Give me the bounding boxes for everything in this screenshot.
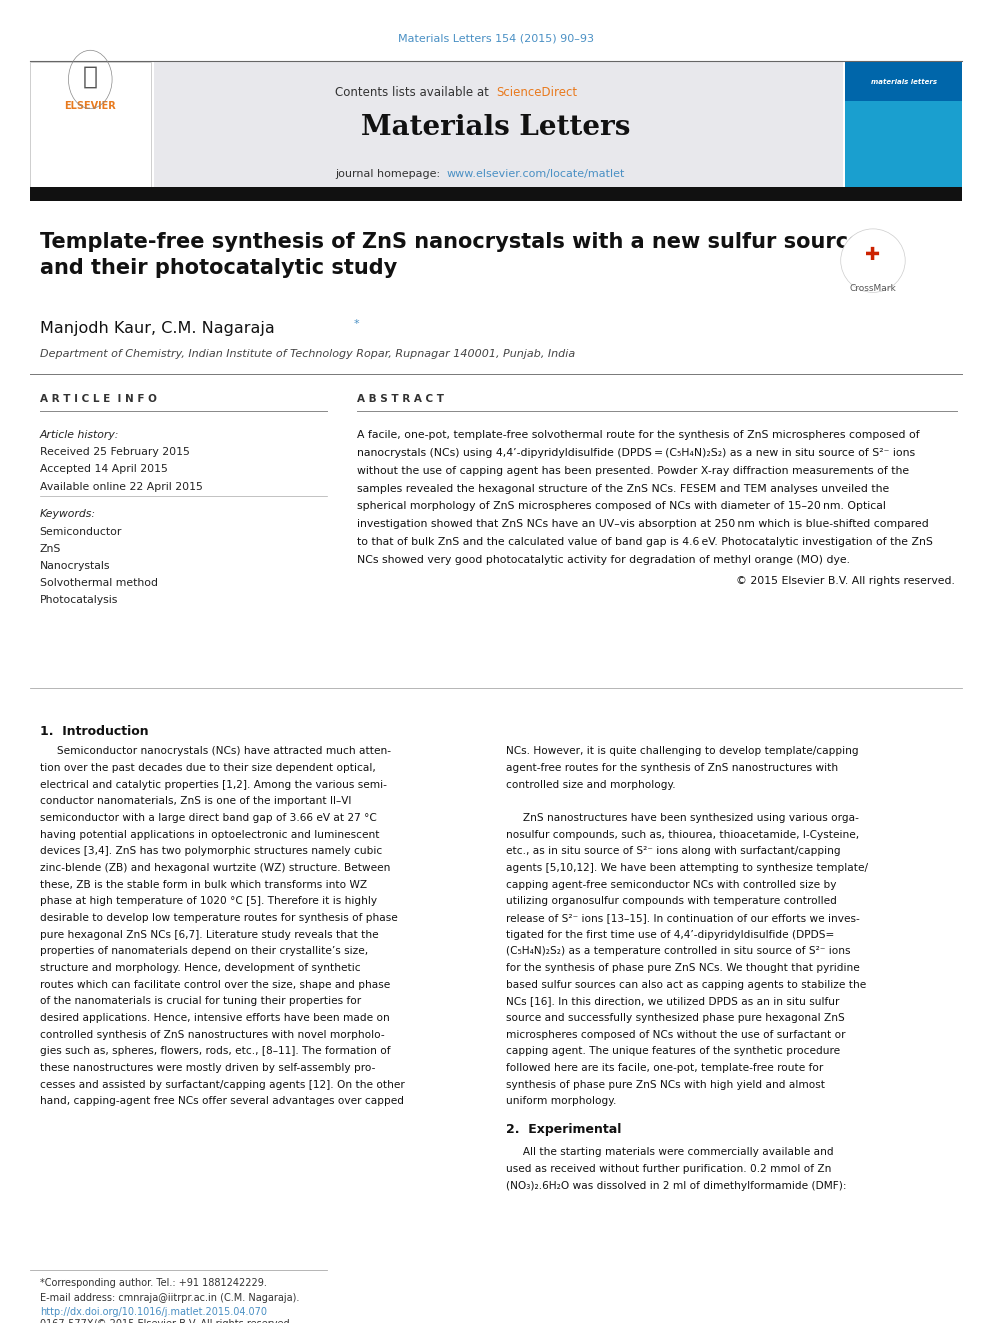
Text: these nanostructures were mostly driven by self-assembly pro-: these nanostructures were mostly driven … <box>40 1062 375 1073</box>
Text: samples revealed the hexagonal structure of the ZnS NCs. FESEM and TEM analyses : samples revealed the hexagonal structure… <box>357 484 890 493</box>
Text: (NO₃)₂.6H₂O was dissolved in 2 ml of dimethylformamide (DMF):: (NO₃)₂.6H₂O was dissolved in 2 ml of dim… <box>506 1180 846 1191</box>
Text: NCs. However, it is quite challenging to develop template/capping: NCs. However, it is quite challenging to… <box>506 746 858 757</box>
Text: materials letters: materials letters <box>871 79 936 86</box>
FancyBboxPatch shape <box>845 62 962 101</box>
Text: desired applications. Hence, intensive efforts have been made on: desired applications. Hence, intensive e… <box>40 1013 390 1023</box>
Text: ✚: ✚ <box>865 246 881 265</box>
Text: phase at high temperature of 1020 °C [5]. Therefore it is highly: phase at high temperature of 1020 °C [5]… <box>40 896 377 906</box>
Text: www.elsevier.com/locate/matlet: www.elsevier.com/locate/matlet <box>446 169 625 180</box>
Text: desirable to develop low temperature routes for synthesis of phase: desirable to develop low temperature rou… <box>40 913 398 923</box>
Text: agent-free routes for the synthesis of ZnS nanostructures with: agent-free routes for the synthesis of Z… <box>506 763 838 773</box>
Text: All the starting materials were commercially available and: All the starting materials were commerci… <box>506 1147 833 1158</box>
Text: Template-free synthesis of ZnS nanocrystals with a new sulfur source
and their p: Template-free synthesis of ZnS nanocryst… <box>40 232 862 278</box>
Text: these, ZB is the stable form in bulk which transforms into WZ: these, ZB is the stable form in bulk whi… <box>40 880 367 889</box>
Text: tigated for the first time use of 4,4’-dipyridyldisulfide (DPDS=: tigated for the first time use of 4,4’-d… <box>506 930 834 939</box>
Text: controlled size and morphology.: controlled size and morphology. <box>506 779 676 790</box>
Text: routes which can facilitate control over the size, shape and phase: routes which can facilitate control over… <box>40 979 390 990</box>
Text: source and successfully synthesized phase pure hexagonal ZnS: source and successfully synthesized phas… <box>506 1013 844 1023</box>
Text: Solvothermal method: Solvothermal method <box>40 578 158 589</box>
FancyBboxPatch shape <box>845 62 962 196</box>
Text: spherical morphology of ZnS microspheres composed of NCs with diameter of 15–20 : spherical morphology of ZnS microspheres… <box>357 501 886 512</box>
Text: conductor nanomaterials, ZnS is one of the important II–VI: conductor nanomaterials, ZnS is one of t… <box>40 796 351 806</box>
Text: journal homepage:: journal homepage: <box>334 169 443 180</box>
Text: zinc-blende (ZB) and hexagonal wurtzite (WZ) structure. Between: zinc-blende (ZB) and hexagonal wurtzite … <box>40 863 390 873</box>
Text: cesses and assisted by surfactant/capping agents [12]. On the other: cesses and assisted by surfactant/cappin… <box>40 1080 405 1090</box>
Text: tion over the past decades due to their size dependent optical,: tion over the past decades due to their … <box>40 763 375 773</box>
Text: Semiconductor: Semiconductor <box>40 527 122 537</box>
Text: based sulfur sources can also act as capping agents to stabilize the: based sulfur sources can also act as cap… <box>506 979 866 990</box>
Text: ELSEVIER: ELSEVIER <box>64 101 116 111</box>
FancyBboxPatch shape <box>30 62 151 196</box>
Text: release of S²⁻ ions [13–15]. In continuation of our efforts we inves-: release of S²⁻ ions [13–15]. In continua… <box>506 913 860 923</box>
Text: of the nanomaterials is crucial for tuning their properties for: of the nanomaterials is crucial for tuni… <box>40 996 361 1007</box>
Text: etc., as in situ source of S²⁻ ions along with surfactant/capping: etc., as in situ source of S²⁻ ions alon… <box>506 847 840 856</box>
Text: *Corresponding author. Tel.: +91 1881242229.: *Corresponding author. Tel.: +91 1881242… <box>40 1278 267 1289</box>
Text: Keywords:: Keywords: <box>40 509 95 520</box>
Text: 2.  Experimental: 2. Experimental <box>506 1123 621 1136</box>
Text: A facile, one-pot, template-free solvothermal route for the synthesis of ZnS mic: A facile, one-pot, template-free solvoth… <box>357 430 920 441</box>
Text: Article history:: Article history: <box>40 430 119 441</box>
Text: ScienceDirect: ScienceDirect <box>496 86 577 99</box>
Text: Accepted 14 April 2015: Accepted 14 April 2015 <box>40 464 168 475</box>
Text: nosulfur compounds, such as, thiourea, thioacetamide, l-Cysteine,: nosulfur compounds, such as, thiourea, t… <box>506 830 859 840</box>
Text: Materials Letters 154 (2015) 90–93: Materials Letters 154 (2015) 90–93 <box>398 33 594 44</box>
Text: used as received without further purification. 0.2 mmol of Zn: used as received without further purific… <box>506 1164 831 1174</box>
Text: 0167-577X/© 2015 Elsevier B.V. All rights reserved.: 0167-577X/© 2015 Elsevier B.V. All right… <box>40 1319 293 1323</box>
Text: to that of bulk ZnS and the calculated value of band gap is 4.6 eV. Photocatalyt: to that of bulk ZnS and the calculated v… <box>357 537 933 548</box>
Text: for the synthesis of phase pure ZnS NCs. We thought that pyridine: for the synthesis of phase pure ZnS NCs.… <box>506 963 860 972</box>
Text: uniform morphology.: uniform morphology. <box>506 1097 616 1106</box>
Text: E-mail address: cmnraja@iitrpr.ac.in (C.M. Nagaraja).: E-mail address: cmnraja@iitrpr.ac.in (C.… <box>40 1293 299 1303</box>
Text: utilizing organosulfur compounds with temperature controlled: utilizing organosulfur compounds with te… <box>506 896 837 906</box>
Text: agents [5,10,12]. We have been attempting to synthesize template/: agents [5,10,12]. We have been attemptin… <box>506 863 868 873</box>
Text: http://dx.doi.org/10.1016/j.matlet.2015.04.070: http://dx.doi.org/10.1016/j.matlet.2015.… <box>40 1307 267 1318</box>
Text: electrical and catalytic properties [1,2]. Among the various semi-: electrical and catalytic properties [1,2… <box>40 779 387 790</box>
Text: capping agent-free semiconductor NCs with controlled size by: capping agent-free semiconductor NCs wit… <box>506 880 836 889</box>
Text: devices [3,4]. ZnS has two polymorphic structures namely cubic: devices [3,4]. ZnS has two polymorphic s… <box>40 847 382 856</box>
Text: microspheres composed of NCs without the use of surfactant or: microspheres composed of NCs without the… <box>506 1029 845 1040</box>
Text: controlled synthesis of ZnS nanostructures with novel morpholo-: controlled synthesis of ZnS nanostructur… <box>40 1029 384 1040</box>
Text: 🌲: 🌲 <box>82 65 98 89</box>
Text: nanocrystals (NCs) using 4,4’-dipyridyldisulfide (DPDS = (C₅H₄N)₂S₂) as a new in: nanocrystals (NCs) using 4,4’-dipyridyld… <box>357 447 916 458</box>
FancyBboxPatch shape <box>30 187 962 201</box>
Text: ZnS: ZnS <box>40 544 62 554</box>
Text: semiconductor with a large direct band gap of 3.66 eV at 27 °C: semiconductor with a large direct band g… <box>40 812 376 823</box>
Text: CrossMark: CrossMark <box>849 284 897 294</box>
Text: pure hexagonal ZnS NCs [6,7]. Literature study reveals that the: pure hexagonal ZnS NCs [6,7]. Literature… <box>40 930 378 939</box>
Ellipse shape <box>841 229 905 292</box>
Text: ZnS nanostructures have been synthesized using various orga-: ZnS nanostructures have been synthesized… <box>506 812 859 823</box>
Text: Department of Chemistry, Indian Institute of Technology Ropar, Rupnagar 140001, : Department of Chemistry, Indian Institut… <box>40 349 575 360</box>
Text: followed here are its facile, one-pot, template-free route for: followed here are its facile, one-pot, t… <box>506 1062 823 1073</box>
Text: Received 25 February 2015: Received 25 February 2015 <box>40 447 189 458</box>
Text: synthesis of phase pure ZnS NCs with high yield and almost: synthesis of phase pure ZnS NCs with hig… <box>506 1080 825 1090</box>
Text: A R T I C L E  I N F O: A R T I C L E I N F O <box>40 394 157 405</box>
Text: (C₅H₄N)₂S₂) as a temperature controlled in situ source of S²⁻ ions: (C₅H₄N)₂S₂) as a temperature controlled … <box>506 946 850 957</box>
Text: Photocatalysis: Photocatalysis <box>40 595 118 606</box>
Text: structure and morphology. Hence, development of synthetic: structure and morphology. Hence, develop… <box>40 963 360 972</box>
FancyBboxPatch shape <box>154 62 843 196</box>
Text: gies such as, spheres, flowers, rods, etc., [8–11]. The formation of: gies such as, spheres, flowers, rods, et… <box>40 1046 390 1056</box>
Text: A B S T R A C T: A B S T R A C T <box>357 394 444 405</box>
Text: investigation showed that ZnS NCs have an UV–vis absorption at 250 nm which is b: investigation showed that ZnS NCs have a… <box>357 520 929 529</box>
Text: Available online 22 April 2015: Available online 22 April 2015 <box>40 482 202 492</box>
Text: capping agent. The unique features of the synthetic procedure: capping agent. The unique features of th… <box>506 1046 840 1056</box>
Text: Manjodh Kaur, C.M. Nagaraja: Manjodh Kaur, C.M. Nagaraja <box>40 321 275 336</box>
Text: without the use of capping agent has been presented. Powder X-ray diffraction me: without the use of capping agent has bee… <box>357 466 910 476</box>
Text: Semiconductor nanocrystals (NCs) have attracted much atten-: Semiconductor nanocrystals (NCs) have at… <box>40 746 391 757</box>
Text: *: * <box>353 319 359 329</box>
Text: properties of nanomaterials depend on their crystallite’s size,: properties of nanomaterials depend on th… <box>40 946 368 957</box>
Text: 1.  Introduction: 1. Introduction <box>40 725 149 738</box>
Text: NCs [16]. In this direction, we utilized DPDS as an in situ sulfur: NCs [16]. In this direction, we utilized… <box>506 996 839 1007</box>
Text: hand, capping-agent free NCs offer several advantages over capped: hand, capping-agent free NCs offer sever… <box>40 1097 404 1106</box>
Text: NCs showed very good photocatalytic activity for degradation of methyl orange (M: NCs showed very good photocatalytic acti… <box>357 556 850 565</box>
Text: Nanocrystals: Nanocrystals <box>40 561 110 572</box>
Text: having potential applications in optoelectronic and luminescent: having potential applications in optoele… <box>40 830 379 840</box>
Text: Contents lists available at: Contents lists available at <box>335 86 493 99</box>
Text: Materials Letters: Materials Letters <box>361 114 631 140</box>
Text: © 2015 Elsevier B.V. All rights reserved.: © 2015 Elsevier B.V. All rights reserved… <box>736 576 955 586</box>
